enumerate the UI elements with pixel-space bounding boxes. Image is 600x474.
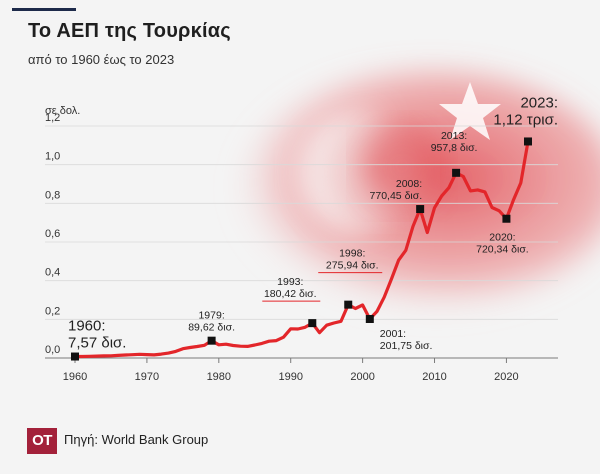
x-tick-label: 2010 [422, 371, 446, 383]
data-marker-1979 [207, 336, 216, 345]
source-text: Πηγή: World Bank Group [64, 432, 209, 447]
annotation-value: 720,34 δισ. [476, 244, 529, 256]
annotation-year: 2001: [380, 328, 406, 340]
data-marker-1998 [344, 300, 353, 309]
data-marker-1960 [71, 352, 79, 361]
annotation-year: 2023: [520, 94, 558, 111]
x-tick-label: 2020 [494, 371, 518, 383]
y-tick-label: 1,2 [45, 112, 60, 124]
turkish-flag-background [240, 70, 600, 310]
annotation-year: 1998: [339, 248, 365, 260]
annotation-value: 180,42 δισ. [264, 288, 317, 300]
ot-logo: OT [27, 428, 57, 454]
chart-subtitle: από το 1960 έως το 2023 [28, 52, 175, 67]
y-tick-label: 0,4 [45, 267, 60, 279]
data-marker-2020 [502, 214, 511, 223]
data-marker-2013 [452, 168, 461, 177]
y-tick-label: 0,0 [45, 344, 60, 356]
annotation-2023: 2023: 1,12 τρισ. [493, 94, 558, 128]
data-marker-2008 [416, 205, 425, 214]
x-tick-label: 1980 [207, 371, 231, 383]
annotation-year: 2008: [396, 178, 422, 190]
annotation-2020: 2020: 720,34 δισ. [476, 232, 529, 256]
annotation-2013: 2013: 957,8 δισ. [431, 130, 478, 154]
annotation-2001: 2001: 201,75 δισ. [380, 328, 433, 352]
annotation-1960: 1960: 7,57 δισ. [68, 318, 126, 352]
x-tick-label: 1970 [135, 371, 159, 383]
chart-title: Το ΑΕΠ της Τουρκίας [28, 20, 231, 42]
gdp-series-line [73, 139, 530, 359]
annotation-value: 1,12 τρισ. [493, 111, 558, 128]
data-marker-2001 [365, 314, 374, 323]
annotation-year: 1993: [277, 276, 303, 288]
y-tick-label: 0,2 [45, 305, 60, 317]
x-tick-label: 1960 [63, 371, 87, 383]
y-tick-label: 0,6 [45, 228, 60, 240]
annotation-value: 957,8 δισ. [431, 142, 478, 154]
data-marker-1993 [308, 319, 317, 328]
annotation-1979: 1979: 89,62 δισ. [188, 310, 235, 334]
annotation-year: 2013: [441, 130, 467, 142]
annotation-value: 770,45 δισ. [370, 190, 423, 202]
annotation-value: 275,94 δισ. [326, 260, 379, 272]
x-tick-label: 1990 [278, 371, 302, 383]
x-tick-label: 2000 [350, 371, 374, 383]
annotation-value: 89,62 δισ. [188, 322, 235, 334]
annotation-value: 7,57 δισ. [68, 335, 126, 352]
annotation-year: 1979: [198, 310, 224, 322]
y-tick-label: 0,8 [45, 189, 60, 201]
data-marker-2023 [524, 137, 532, 146]
title-accent-bar [12, 8, 76, 11]
y-axis-label: σε δολ. [45, 105, 80, 117]
annotation-value: 201,75 δισ. [380, 340, 433, 352]
annotation-year: 2020: [489, 232, 515, 244]
annotation-2008: 2008: 770,45 δισ. [370, 178, 423, 202]
annotation-1998: 1998: 275,94 δισ. [326, 248, 379, 272]
y-tick-label: 1,0 [45, 151, 60, 163]
annotation-year: 1960: [68, 318, 106, 335]
annotation-1993: 1993: 180,42 δισ. [264, 276, 317, 300]
